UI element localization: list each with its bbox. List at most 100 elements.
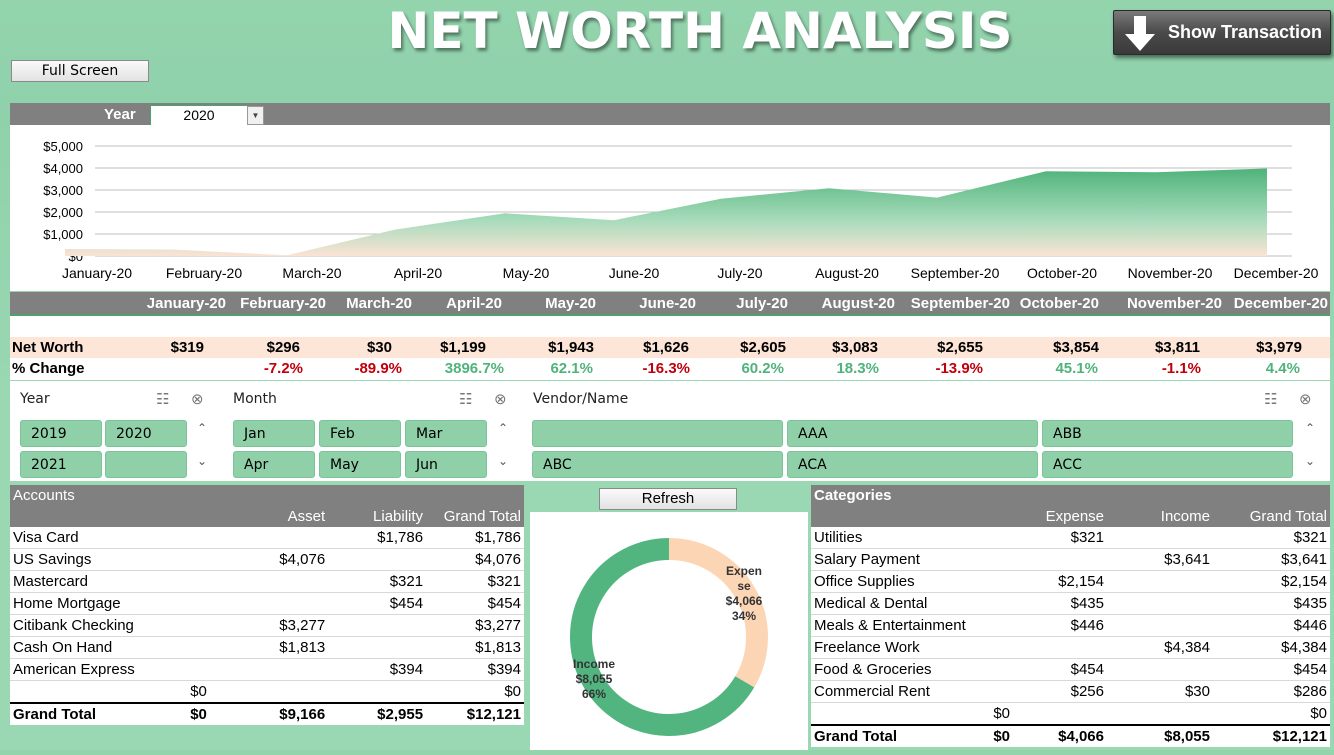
cell-value: $1,786 — [328, 527, 426, 549]
x-tick-label: June-20 — [609, 265, 660, 281]
categories-pivot-table: Categories Expense Income Grand Total Ut… — [811, 485, 1330, 747]
accounts-pivot-table: Accounts Asset Liability Grand Total Vis… — [10, 485, 524, 725]
table-row: Commercial Rent$256$30$286 — [811, 681, 1330, 703]
cell-value: $321 — [426, 571, 524, 593]
scroll-down-icon[interactable]: ⌄ — [495, 454, 511, 468]
row-label: Food & Groceries — [811, 659, 981, 681]
month-header-10: November-20 — [1112, 295, 1222, 312]
cell-value — [1013, 549, 1107, 571]
slicer-item-abc[interactable]: ABC — [532, 451, 783, 478]
col-grand-total: Grand Total — [426, 506, 524, 527]
x-tick-label: September-20 — [911, 265, 1000, 281]
row-label: Cash On Hand — [10, 637, 163, 659]
col-asset: Asset — [210, 506, 328, 527]
slicer-item-aaa[interactable]: AAA — [787, 420, 1038, 447]
x-tick-label: July-20 — [717, 265, 762, 281]
scroll-up-icon[interactable]: ⌃ — [1302, 421, 1318, 435]
x-tick-label: April-20 — [394, 265, 442, 281]
multi-select-icon[interactable]: ☷ — [459, 390, 472, 408]
slicer-item-jun[interactable]: Jun — [405, 451, 487, 478]
percent-change-value: 3896.7% — [414, 360, 504, 377]
slicer-item-2020[interactable]: 2020 — [105, 420, 187, 447]
net-worth-label: Net Worth — [12, 339, 83, 356]
cell-value — [1107, 571, 1213, 593]
net-worth-value: $3,811 — [1110, 339, 1200, 356]
net-worth-value: $2,605 — [696, 339, 786, 356]
slicer-item-aca[interactable]: ACA — [787, 451, 1038, 478]
slicer-item-feb[interactable]: Feb — [319, 420, 401, 447]
slicer-item-acc[interactable]: ACC — [1042, 451, 1293, 478]
cell-value — [1013, 637, 1107, 659]
y-tick-label: $5,000 — [43, 139, 83, 154]
full-screen-button[interactable]: Full Screen — [11, 60, 149, 82]
vendor-slicer-label: Vendor/Name — [533, 391, 628, 407]
table-row: US Savings$4,076$4,076 — [10, 549, 524, 571]
year-filter-select[interactable]: 2020 — [150, 105, 248, 126]
cell-value — [210, 681, 328, 704]
percent-change-value: 18.3% — [789, 360, 879, 377]
slicer-item-mar[interactable]: Mar — [405, 420, 487, 447]
cell-value: $321 — [1213, 527, 1330, 549]
grand-total-label: Grand Total — [10, 703, 163, 725]
row-label: Freelance Work — [811, 637, 981, 659]
net-worth-value: $1,626 — [599, 339, 689, 356]
slicer-panel: Year ☷ ⊗ Month ☷ ⊗ Vendor/Name ☷ ⊗ 2019 … — [10, 381, 1330, 481]
multi-select-icon[interactable]: ☷ — [156, 390, 169, 408]
table-row: Meals & Entertainment$446$446 — [811, 615, 1330, 637]
scroll-up-icon[interactable]: ⌃ — [495, 421, 511, 435]
year-filter-bar: Year 2020 ▼ — [10, 103, 1330, 125]
refresh-button[interactable]: Refresh — [599, 488, 737, 510]
x-tick-label: February-20 — [166, 265, 242, 281]
slicer-item-jan[interactable]: Jan — [233, 420, 315, 447]
col-liability: Liability — [328, 506, 426, 527]
clear-filter-icon[interactable]: ⊗ — [191, 390, 204, 408]
table-row: Salary Payment$3,641$3,641 — [811, 549, 1330, 571]
cell-value: $1,813 — [426, 637, 524, 659]
slicer-item-blank-vendor[interactable] — [532, 420, 783, 447]
clear-filter-icon[interactable]: ⊗ — [494, 390, 507, 408]
grand-total-value: $12,121 — [1213, 725, 1330, 747]
slicer-item-may[interactable]: May — [319, 451, 401, 478]
percent-change-value: -13.9% — [893, 360, 983, 377]
cell-value — [328, 681, 426, 704]
cell-value — [210, 571, 328, 593]
col-expense: Expense — [1013, 506, 1107, 527]
cell-value: $4,076 — [210, 549, 328, 571]
scroll-up-icon[interactable]: ⌃ — [194, 421, 210, 435]
donut-chart — [530, 512, 808, 750]
cell-value: $1,813 — [210, 637, 328, 659]
dropdown-arrow-icon[interactable]: ▼ — [247, 106, 264, 125]
cell-value — [328, 549, 426, 571]
slicer-item-apr[interactable]: Apr — [233, 451, 315, 478]
cell-value — [1107, 615, 1213, 637]
row-label: Medical & Dental — [811, 593, 981, 615]
cell-value — [1107, 703, 1213, 726]
scroll-down-icon[interactable]: ⌄ — [194, 454, 210, 468]
grand-total-value: $9,166 — [210, 703, 328, 725]
page-title: NET WORTH ANALYSIS — [330, 2, 1070, 60]
slicer-item-blank[interactable] — [105, 451, 187, 478]
cell-value: $3,641 — [1213, 549, 1330, 571]
multi-select-icon[interactable]: ☷ — [1264, 390, 1277, 408]
cell-value — [1107, 659, 1213, 681]
scroll-down-icon[interactable]: ⌄ — [1302, 454, 1318, 468]
row-label — [10, 681, 163, 704]
net-worth-value: $2,655 — [893, 339, 983, 356]
slicer-item-abb[interactable]: ABB — [1042, 420, 1293, 447]
grand-total-value: $0 — [163, 703, 210, 725]
net-worth-value: $30 — [302, 339, 392, 356]
show-transaction-button[interactable]: Show Transaction — [1113, 10, 1331, 55]
slicer-item-2021[interactable]: 2021 — [20, 451, 102, 478]
cell-value — [981, 549, 1013, 571]
slicer-item-2019[interactable]: 2019 — [20, 420, 102, 447]
cell-value: $454 — [1013, 659, 1107, 681]
cell-value — [163, 615, 210, 637]
net-worth-value: $296 — [210, 339, 300, 356]
row-label: Citibank Checking — [10, 615, 163, 637]
clear-filter-icon[interactable]: ⊗ — [1299, 390, 1312, 408]
cell-value: $394 — [328, 659, 426, 681]
cell-value: $435 — [1213, 593, 1330, 615]
